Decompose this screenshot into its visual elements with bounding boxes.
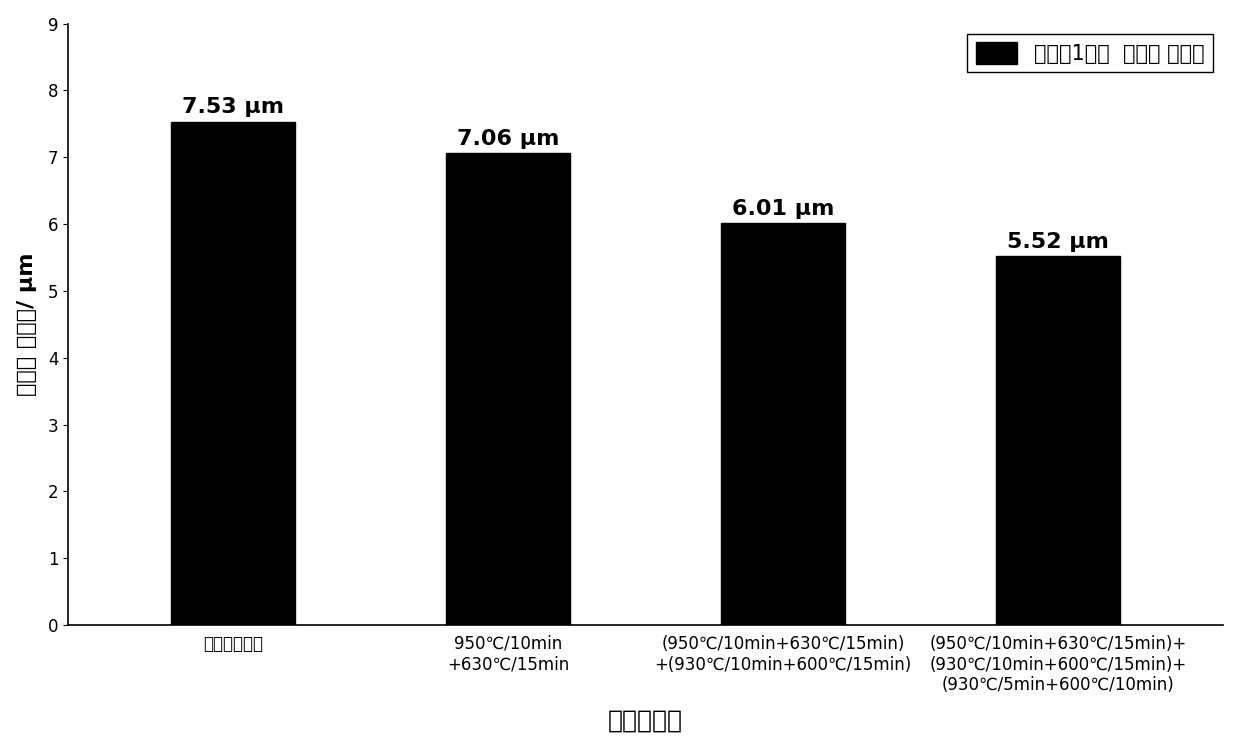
Text: 7.06 μm: 7.06 μm bbox=[458, 129, 559, 148]
Bar bbox=[171, 122, 295, 625]
Text: 7.53 μm: 7.53 μm bbox=[182, 97, 284, 118]
Bar bbox=[446, 154, 570, 625]
Y-axis label: 平均晶 粒尺寸/ μm: 平均晶 粒尺寸/ μm bbox=[16, 252, 37, 396]
X-axis label: 热处理样品: 热处理样品 bbox=[609, 709, 683, 733]
Legend: 实施例1样品  平均晶 粒尺寸: 实施例1样品 平均晶 粒尺寸 bbox=[967, 34, 1213, 73]
Text: 5.52 μm: 5.52 μm bbox=[1007, 231, 1110, 252]
Bar bbox=[722, 223, 846, 625]
Text: 6.01 μm: 6.01 μm bbox=[732, 198, 835, 219]
Bar bbox=[997, 256, 1120, 625]
